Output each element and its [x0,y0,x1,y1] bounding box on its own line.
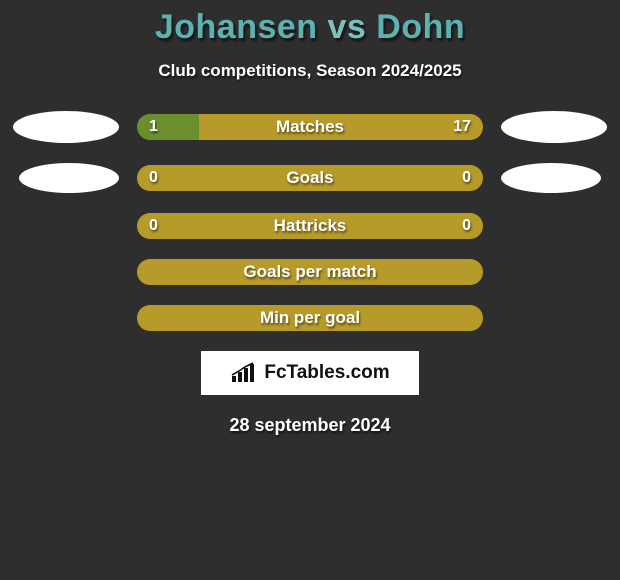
segment-left [137,114,199,140]
stat-row: 0 0 Hattricks [0,213,620,239]
player2-name: Dohn [376,8,465,46]
watermark-badge: FcTables.com [201,351,419,395]
value-right: 17 [453,118,471,136]
player2-oval [501,163,601,193]
stat-label: Goals [286,168,333,188]
comparison-card: Johansen vs Dohn Club competitions, Seas… [0,0,620,436]
stat-row: Min per goal [0,305,620,331]
stat-label: Min per goal [260,308,360,328]
barchart-icon [230,362,258,384]
player1-oval [19,163,119,193]
stat-bar: 1 17 Matches [137,114,483,140]
value-left: 1 [149,118,158,136]
stats-list: 1 17 Matches 0 0 Goals 0 0 Hattricks Goals per ma… [0,111,620,331]
stat-row: 0 0 Goals [0,163,620,193]
value-left: 0 [149,217,158,235]
stat-row: Goals per match [0,259,620,285]
player1-name: Johansen [155,8,318,46]
stat-label: Matches [276,117,344,137]
stat-label: Hattricks [274,216,347,236]
vs-separator: vs [328,8,367,46]
stat-bar: Goals per match [137,259,483,285]
stat-row: 1 17 Matches [0,111,620,143]
player1-oval [13,111,119,143]
page-title: Johansen vs Dohn [0,8,620,47]
value-right: 0 [462,217,471,235]
date-text: 28 september 2024 [0,415,620,436]
stat-bar: 0 0 Hattricks [137,213,483,239]
watermark-text: FcTables.com [264,362,389,384]
value-left: 0 [149,169,158,187]
stat-bar: 0 0 Goals [137,165,483,191]
subtitle-text: Club competitions, Season 2024/2025 [0,61,620,81]
value-right: 0 [462,169,471,187]
stat-label: Goals per match [243,262,376,282]
player2-oval [501,111,607,143]
stat-bar: Min per goal [137,305,483,331]
